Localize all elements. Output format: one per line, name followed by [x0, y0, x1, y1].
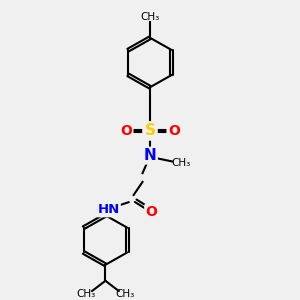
Text: O: O: [146, 206, 158, 219]
Text: CH₃: CH₃: [172, 158, 191, 168]
Text: CH₃: CH₃: [140, 12, 160, 22]
Text: HN: HN: [97, 203, 119, 216]
Text: N: N: [144, 148, 156, 163]
Text: S: S: [145, 123, 155, 138]
Text: CH₃: CH₃: [76, 289, 95, 299]
Text: O: O: [168, 124, 180, 138]
Text: CH₃: CH₃: [116, 289, 135, 299]
Text: O: O: [120, 124, 132, 138]
